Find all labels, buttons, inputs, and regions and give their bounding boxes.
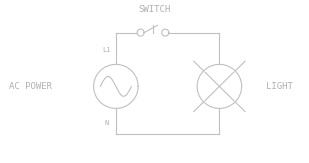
Text: LIGHT: LIGHT bbox=[266, 82, 293, 91]
Text: AC POWER: AC POWER bbox=[9, 82, 53, 91]
Text: N: N bbox=[104, 120, 109, 126]
Text: SWITCH: SWITCH bbox=[138, 5, 171, 14]
Text: L1: L1 bbox=[102, 47, 111, 53]
